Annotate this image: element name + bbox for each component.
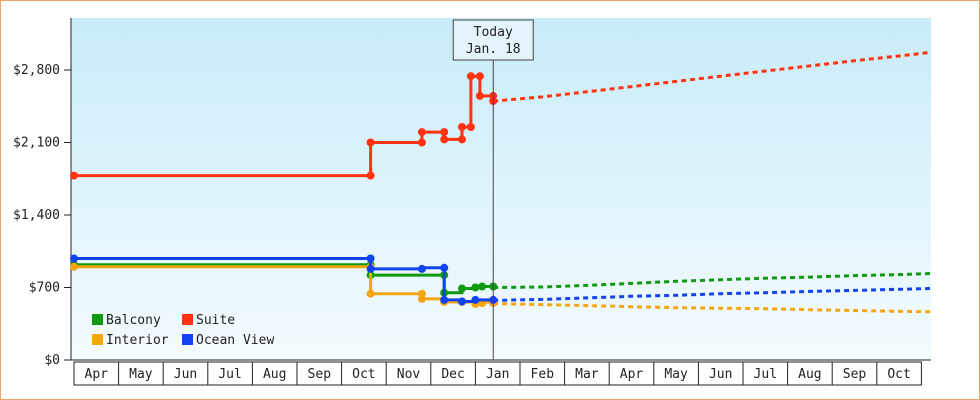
data-point[interactable] xyxy=(458,135,466,144)
legend-item-ocean-view[interactable]: Ocean View xyxy=(182,333,274,348)
x-tick-label: Apr xyxy=(620,367,644,382)
data-point[interactable] xyxy=(417,128,426,137)
x-axis: Apr May Jun Jul Aug Sep Oct Nov Dec Jan Feb Mar Apr M… xyxy=(73,361,922,386)
series-forecast-line xyxy=(493,50,931,103)
x-tick-label: Jul xyxy=(218,367,241,382)
x-tick-label: May xyxy=(129,367,153,382)
series-layer xyxy=(70,50,931,314)
x-tick-label: Sep xyxy=(308,367,332,382)
data-point[interactable] xyxy=(458,123,466,131)
x-tick-label: Apr xyxy=(85,367,109,382)
legend-swatch xyxy=(182,314,193,325)
series-forecast-line xyxy=(493,287,931,302)
today-date-label: Jan. 18 xyxy=(466,42,521,57)
series-forecast-line xyxy=(493,302,931,314)
data-point[interactable] xyxy=(366,254,375,263)
x-tick-label: Sep xyxy=(843,367,867,382)
data-point[interactable] xyxy=(478,282,487,291)
x-tick-label: Jan xyxy=(486,367,509,382)
y-ticks: $0 $700 $1,400 $2,100 $2,800 xyxy=(13,63,71,368)
data-point[interactable] xyxy=(466,123,475,131)
data-point[interactable] xyxy=(70,262,78,271)
x-axis-band xyxy=(73,361,922,386)
data-point[interactable] xyxy=(475,72,484,81)
data-point[interactable] xyxy=(471,295,480,304)
legend-item-balcony[interactable]: Balcony xyxy=(92,313,161,328)
data-point[interactable] xyxy=(440,128,449,137)
data-point[interactable] xyxy=(417,264,426,273)
data-point[interactable] xyxy=(366,138,375,147)
legend-swatch xyxy=(182,334,193,345)
legend-label: Interior xyxy=(106,333,169,348)
x-tick-label: Dec xyxy=(441,367,464,382)
legend-label: Ocean View xyxy=(196,333,274,348)
legend-label: Balcony xyxy=(106,313,161,328)
series-forecast-line xyxy=(493,272,931,289)
today-marker: Today Jan. 18 xyxy=(452,19,534,360)
x-tick-label: Oct xyxy=(887,367,910,382)
legend-label: Suite xyxy=(196,313,235,328)
data-point[interactable] xyxy=(70,171,78,180)
data-point[interactable] xyxy=(417,138,426,147)
legend: Balcony Suite Interior Ocean View xyxy=(92,313,274,348)
x-tick-label: Jul xyxy=(754,367,777,382)
y-tick-label: $0 xyxy=(44,353,60,368)
data-point[interactable] xyxy=(366,171,375,180)
today-label: Today xyxy=(474,25,513,40)
legend-item-interior[interactable]: Interior xyxy=(92,333,169,348)
x-tick-label: Feb xyxy=(531,367,555,382)
data-point[interactable] xyxy=(417,294,426,303)
x-tick-label: Oct xyxy=(352,367,375,382)
x-tick-label: Mar xyxy=(575,367,599,382)
y-tick-label: $700 xyxy=(29,281,60,296)
data-point[interactable] xyxy=(440,295,449,304)
data-point[interactable] xyxy=(471,283,480,292)
legend-swatch xyxy=(92,334,103,345)
y-tick-label: $1,400 xyxy=(13,208,60,223)
x-tick-label: Aug xyxy=(263,367,286,382)
data-point[interactable] xyxy=(458,284,466,293)
data-point[interactable] xyxy=(466,72,475,81)
legend-swatch xyxy=(92,314,103,325)
y-tick-label: $2,800 xyxy=(13,63,60,78)
data-point[interactable] xyxy=(70,254,78,263)
data-point[interactable] xyxy=(440,135,449,144)
today-box xyxy=(452,19,534,61)
series-ocean-view xyxy=(70,254,931,306)
data-point[interactable] xyxy=(366,264,375,273)
data-point[interactable] xyxy=(366,289,375,298)
x-tick-label: May xyxy=(664,367,688,382)
x-tick-label: Jun xyxy=(709,367,732,382)
legend-item-suite[interactable]: Suite xyxy=(182,313,235,328)
data-point[interactable] xyxy=(475,91,484,100)
plot-area xyxy=(71,18,931,360)
data-point[interactable] xyxy=(458,297,466,306)
data-point[interactable] xyxy=(440,263,449,272)
x-tick-label: Jun xyxy=(174,367,197,382)
y-tick-label: $2,100 xyxy=(13,136,60,151)
x-tick-label: Nov xyxy=(397,367,421,382)
x-tick-label: Aug xyxy=(798,367,821,382)
